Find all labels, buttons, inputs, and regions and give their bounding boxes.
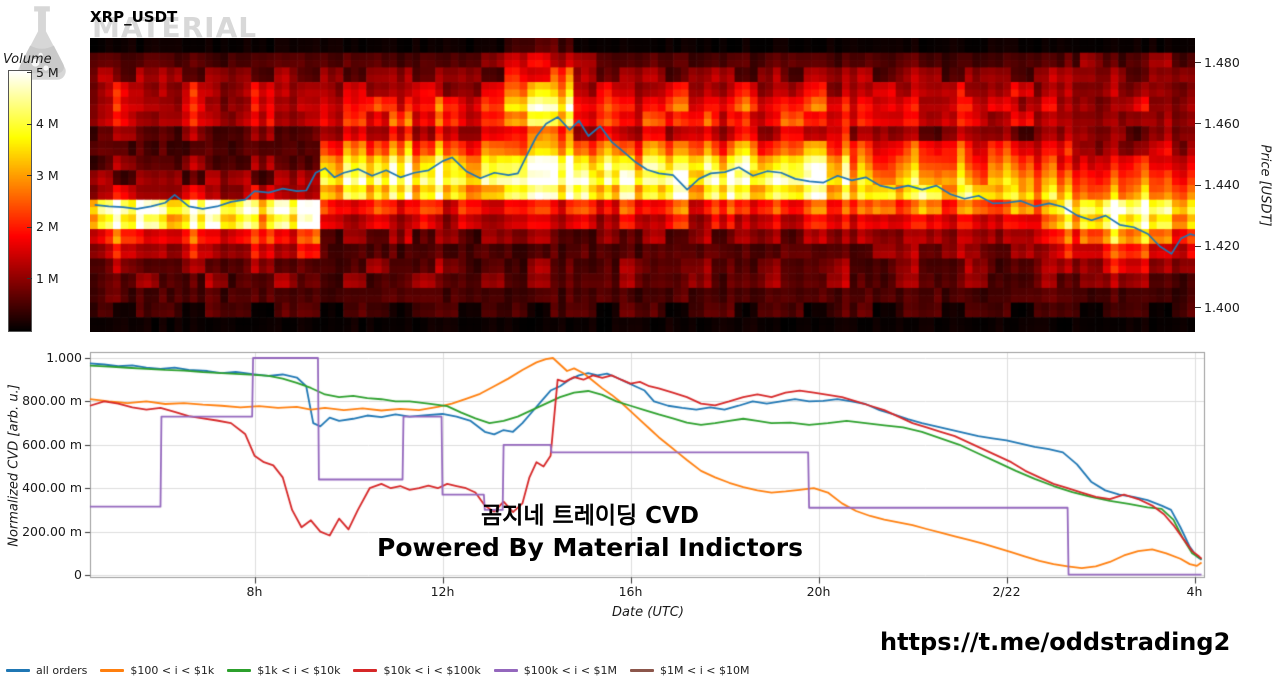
price-tick-label: 1.420 bbox=[1204, 238, 1240, 254]
price-tick-mark bbox=[1195, 62, 1201, 63]
colorbar-axis-label: Volume bbox=[3, 52, 52, 67]
legend-label: $100 < i < $1k bbox=[130, 664, 215, 677]
price-tick-mark bbox=[1195, 184, 1201, 186]
legend-item-10k-100k: $10k < i < $100k bbox=[353, 664, 481, 677]
colorbar-tick-mark bbox=[27, 72, 32, 74]
colorbar-tick-mark bbox=[27, 123, 32, 125]
price-tick-mark bbox=[1195, 245, 1201, 247]
price-tick-mark bbox=[1195, 307, 1201, 308]
legend-item-1k-10k: $1k < i < $10k bbox=[227, 664, 340, 677]
chart-title: XRP_USDT bbox=[90, 8, 178, 26]
cvd-y-tick-label: 800.00 m bbox=[22, 393, 82, 409]
cvd-legend: all orders $100 < i < $1k $1k < i < $10k… bbox=[6, 664, 749, 677]
legend-item-100-1k: $100 < i < $1k bbox=[100, 664, 214, 677]
legend-item-all-orders: all orders bbox=[6, 664, 87, 677]
legend-item-100k-1m: $100k < i < $1M bbox=[493, 664, 618, 677]
price-tick-label: 1.480 bbox=[1204, 54, 1240, 70]
colorbar-tick-label: 3 M bbox=[36, 167, 59, 183]
colorbar-tick-mark bbox=[27, 278, 32, 279]
legend-swatch bbox=[100, 669, 125, 672]
cvd-y-tick-label: 0 bbox=[74, 567, 82, 582]
overlay-text: 곰지네 트레이딩 CVD Powered By Material Indicto… bbox=[360, 496, 820, 562]
price-tick-label: 1.400 bbox=[1204, 299, 1240, 315]
colorbar-tick-mark bbox=[27, 226, 32, 228]
legend-label: $1k < i < $10k bbox=[257, 664, 341, 677]
price-tick-label: 1.460 bbox=[1204, 115, 1240, 131]
legend-item-1m-10m: $1M < i < $10M bbox=[630, 664, 749, 677]
cvd-y-tick-label: 200.00 m bbox=[22, 523, 82, 539]
price-axis-label: Price [USDT] bbox=[1257, 144, 1273, 227]
overlay-korean-title: 곰지네 트레이딩 CVD bbox=[481, 503, 699, 529]
legend-label: $10k < i < $100k bbox=[383, 664, 481, 677]
flask-icon bbox=[18, 6, 66, 80]
cvd-y-tick-label: 400.00 m bbox=[22, 480, 82, 496]
price-tick-label: 1.440 bbox=[1204, 177, 1240, 192]
cvd-y-tick-label: 600.00 m bbox=[22, 436, 82, 452]
cvd-y-tick-label: 1.000 bbox=[46, 350, 82, 365]
colorbar-tick-label: 5 M bbox=[36, 64, 59, 80]
colorbar-tick-mark bbox=[27, 175, 32, 177]
legend-label: $1M < i < $10M bbox=[660, 664, 750, 677]
watermark-line1: MATERIAL bbox=[92, 11, 258, 44]
legend-swatch bbox=[227, 669, 252, 672]
overlay-powered-by: Powered By Material Indictors bbox=[377, 533, 803, 562]
legend-label: all orders bbox=[36, 664, 88, 677]
legend-swatch bbox=[353, 669, 378, 672]
date-axis-label: Date (UTC) bbox=[612, 605, 684, 620]
price-tick-mark bbox=[1195, 123, 1201, 125]
legend-swatch bbox=[493, 669, 518, 672]
colorbar-tick-label: 1 M bbox=[36, 270, 59, 286]
legend-swatch bbox=[630, 669, 655, 672]
cvd-lines-plot bbox=[84, 350, 1211, 588]
volume-colorbar bbox=[8, 70, 32, 332]
telegram-url: https://t.me/oddstrading2 bbox=[880, 628, 1231, 656]
colorbar-tick-label: 4 M bbox=[36, 116, 59, 132]
legend-label: $100k < i < $1M bbox=[523, 664, 618, 677]
colorbar-tick-label: 2 M bbox=[36, 219, 59, 235]
orderbook-volume-heatmap bbox=[90, 38, 1195, 332]
legend-swatch bbox=[6, 669, 30, 672]
